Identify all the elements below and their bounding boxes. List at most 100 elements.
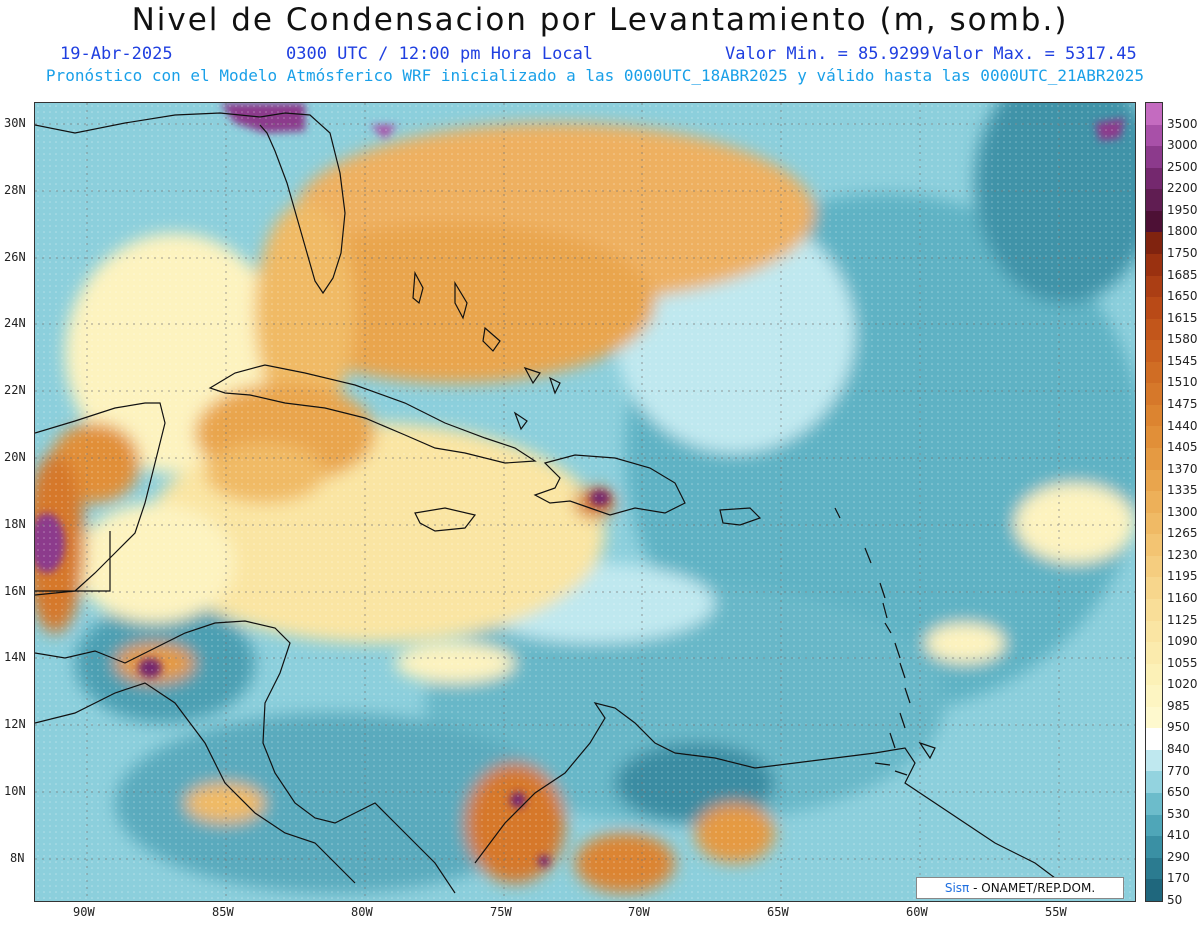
lon-label-80w: 80W xyxy=(351,905,373,919)
colorbar-swatch xyxy=(1146,448,1162,470)
credit-sis: Sis xyxy=(944,881,963,895)
colorbar-label: 1160 xyxy=(1167,591,1198,606)
colorbar-swatch xyxy=(1146,836,1162,858)
colorbar-label: 3000 xyxy=(1167,138,1198,153)
colorbar-swatch xyxy=(1146,340,1162,362)
colorbar-swatch xyxy=(1146,728,1162,750)
colorbar-label: 2500 xyxy=(1167,159,1198,174)
lat-label-22n: 22N xyxy=(4,383,26,397)
lon-label-70w: 70W xyxy=(628,905,650,919)
colorbar-swatch xyxy=(1146,577,1162,599)
colorbar-swatch xyxy=(1146,512,1162,535)
colorbar-swatch xyxy=(1146,749,1162,772)
colorbar-swatch xyxy=(1146,361,1162,384)
colorbar-swatch xyxy=(1146,771,1162,793)
chart-title: Nivel de Condensacion por Levantamiento … xyxy=(131,2,1069,38)
colorbar-label: 1475 xyxy=(1167,396,1198,411)
colorbar-label: 950 xyxy=(1167,720,1190,735)
colorbar-swatch xyxy=(1146,275,1162,298)
colorbar-swatch xyxy=(1146,232,1162,254)
colorbar-swatch xyxy=(1146,253,1162,276)
colorbar-label: 1950 xyxy=(1167,202,1198,217)
colorbar-label: 1230 xyxy=(1167,547,1198,562)
colorbar-swatch xyxy=(1146,297,1162,319)
colorbar-label: 1800 xyxy=(1167,224,1198,239)
colorbar-label: 1685 xyxy=(1167,267,1198,282)
colorbar-label: 2200 xyxy=(1167,181,1198,196)
colorbar-label: 1615 xyxy=(1167,310,1198,325)
colorbar-label: 770 xyxy=(1167,763,1190,778)
credit-pi: π xyxy=(962,881,970,895)
colorbar-swatch xyxy=(1146,706,1162,729)
colorbar-swatch xyxy=(1146,793,1162,815)
colorbar-label: 1440 xyxy=(1167,418,1198,433)
colorbar-swatch xyxy=(1146,491,1162,513)
credit-box: Sisπ - ONAMET/REP.DOM. xyxy=(916,877,1124,899)
colorbar-swatch xyxy=(1146,103,1162,125)
colorbar-swatch xyxy=(1146,404,1162,427)
lat-label-16n: 16N xyxy=(4,584,26,598)
lat-label-8n: 8N xyxy=(10,851,25,865)
colorbar-label: 985 xyxy=(1167,698,1190,713)
colorbar-label: 3500 xyxy=(1167,116,1198,131)
colorbar-swatch xyxy=(1146,857,1162,880)
weather-map xyxy=(34,102,1136,902)
min-value-label: Valor Min. = 85.9299 xyxy=(725,44,930,64)
colorbar-swatch xyxy=(1146,124,1162,147)
colorbar-label: 1405 xyxy=(1167,440,1198,455)
colorbar-swatch xyxy=(1146,879,1162,901)
colorbar-label: 50 xyxy=(1167,893,1183,907)
colorbar-label: 1090 xyxy=(1167,634,1198,649)
colorbar-swatch xyxy=(1146,555,1162,578)
colorbar-label: 1510 xyxy=(1167,375,1198,390)
colorbar-label: 1370 xyxy=(1167,461,1198,476)
colorbar-swatch xyxy=(1146,663,1162,686)
lon-label-65w: 65W xyxy=(767,905,789,919)
colorbar-label: 650 xyxy=(1167,785,1190,800)
lat-label-18n: 18N xyxy=(4,517,26,531)
colorbar-swatch xyxy=(1146,383,1162,405)
date-label: 19-Abr-2025 xyxy=(60,44,173,64)
colorbar-label: 1265 xyxy=(1167,526,1198,541)
lat-label-30n: 30N xyxy=(4,116,26,130)
colorbar-label: 1650 xyxy=(1167,289,1198,304)
lat-label-24n: 24N xyxy=(4,316,26,330)
colorbar-swatch xyxy=(1146,469,1162,492)
max-value-label: Valor Max. = 5317.45 xyxy=(932,44,1137,64)
colorbar-swatch xyxy=(1146,534,1162,556)
lon-label-90w: 90W xyxy=(73,905,95,919)
lon-label-85w: 85W xyxy=(212,905,234,919)
colorbar-label: 170 xyxy=(1167,871,1190,886)
lat-label-20n: 20N xyxy=(4,450,26,464)
model-info-line: Pronóstico con el Modelo Atmósferico WRF… xyxy=(45,66,1145,85)
coastlines xyxy=(35,112,1076,894)
colorbar-swatch xyxy=(1146,146,1162,168)
colorbar-swatch xyxy=(1146,189,1162,211)
colorbar-swatch xyxy=(1146,814,1162,837)
colorbar-label: 1750 xyxy=(1167,245,1198,260)
colorbar-swatch xyxy=(1146,210,1162,233)
colorbar xyxy=(1145,102,1163,902)
credit-org: - ONAMET/REP.DOM. xyxy=(973,881,1096,895)
colorbar-label: 1580 xyxy=(1167,332,1198,347)
colorbar-label: 290 xyxy=(1167,849,1190,864)
colorbar-label: 1055 xyxy=(1167,655,1198,670)
lon-label-75w: 75W xyxy=(490,905,512,919)
colorbar-label: 1545 xyxy=(1167,353,1198,368)
colorbar-swatch xyxy=(1146,598,1162,621)
lat-label-28n: 28N xyxy=(4,183,26,197)
colorbar-swatch xyxy=(1146,318,1162,341)
lat-label-14n: 14N xyxy=(4,650,26,664)
lat-label-12n: 12N xyxy=(4,717,26,731)
time-label: 0300 UTC / 12:00 pm Hora Local xyxy=(286,44,594,64)
colorbar-label: 840 xyxy=(1167,742,1190,757)
lat-label-10n: 10N xyxy=(4,784,26,798)
colorbar-label: 1335 xyxy=(1167,483,1198,498)
colorbar-label: 1125 xyxy=(1167,612,1198,627)
colorbar-label: 410 xyxy=(1167,828,1190,843)
colorbar-label: 1020 xyxy=(1167,677,1198,692)
colorbar-swatch xyxy=(1146,426,1162,448)
lon-label-60w: 60W xyxy=(906,905,928,919)
colorbar-label: 530 xyxy=(1167,806,1190,821)
lon-label-55w: 55W xyxy=(1045,905,1067,919)
